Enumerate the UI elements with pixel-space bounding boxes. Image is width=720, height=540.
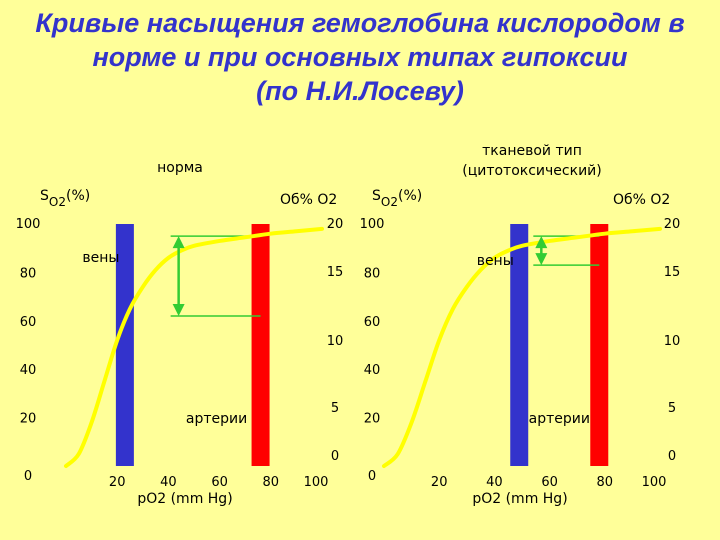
chart1-arrow-head-down <box>172 303 185 316</box>
chart2-y-tick-left-0: 0 <box>368 469 376 484</box>
chart1-y-tick-left-100: 100 <box>16 217 41 232</box>
chart1-saturation-curve <box>64 226 324 468</box>
chart2-artery-label: артерии <box>529 411 590 427</box>
chart2-ylabel-left: SO2(%) <box>372 188 422 209</box>
chart2-y-tick-left-80: 80 <box>364 266 381 281</box>
chart2-y-tick-left-20: 20 <box>364 412 381 427</box>
chart2-y-tick-left-40: 40 <box>364 363 381 378</box>
chart1-vein-bar <box>115 224 134 466</box>
chart1-y-tick-left-40: 40 <box>20 363 37 378</box>
chart1-x-tick-40: 40 <box>160 475 177 490</box>
page-title: Кривые насыщения гемоглобина кислородом … <box>0 6 720 108</box>
chart1-vein-label: вены <box>82 250 119 266</box>
chart1-x-tick-20: 20 <box>109 475 126 490</box>
chart2-y-tick-right-0: 0 <box>668 449 676 464</box>
chart1-title: норма <box>157 160 203 176</box>
chart1-y-tick-right-0: 0 <box>331 449 339 464</box>
chart2-title-line-1: тканевой тип <box>482 143 582 159</box>
chart2-vein-label: вены <box>477 253 514 269</box>
title-line-2: норме и при основных типах гипоксии <box>92 42 628 72</box>
chart1-xlabel: pO2 (mm Hg) <box>137 491 232 507</box>
chart2-ylabel-right: Об% О2 <box>613 192 670 208</box>
chart1-x-tick-80: 80 <box>263 475 280 490</box>
chart2-x-tick-20: 20 <box>431 475 448 490</box>
chart2-y-tick-right-10: 10 <box>664 334 681 349</box>
chart1-y-tick-left-80: 80 <box>20 266 37 281</box>
title-line-3: (по Н.И.Лосеву) <box>256 76 464 106</box>
chart2-title-line-2: (цитотоксический) <box>462 163 601 179</box>
chart1-y-tick-left-0: 0 <box>24 469 32 484</box>
chart1-ylabel-right: Об% О2 <box>280 192 337 208</box>
chart1-y-tick-right-20: 20 <box>327 217 344 232</box>
chart2-x-tick-60: 60 <box>541 475 558 490</box>
title-line-1: Кривые насыщения гемоглобина кислородом … <box>35 8 685 38</box>
chart1-ylabel-left: SO2(%) <box>40 188 90 209</box>
chart1-x-tick-100: 100 <box>304 475 329 490</box>
chart2-x-tick-80: 80 <box>597 475 614 490</box>
chart2-x-tick-40: 40 <box>486 475 503 490</box>
chart2-y-tick-right-5: 5 <box>668 401 676 416</box>
chart2-x-tick-100: 100 <box>642 475 667 490</box>
chart2-artery-bar <box>590 224 609 466</box>
chart2-xlabel: pO2 (mm Hg) <box>472 491 567 507</box>
chart2-y-tick-left-60: 60 <box>364 315 381 330</box>
chart1-x-tick-60: 60 <box>211 475 228 490</box>
chart1-artery-bar <box>251 224 270 466</box>
chart2-y-tick-right-20: 20 <box>664 217 681 232</box>
chart1-y-tick-left-60: 60 <box>20 315 37 330</box>
chart2-saturation-curve <box>382 226 662 468</box>
chart2-y-tick-right-15: 15 <box>664 265 681 280</box>
chart2-arrow-head-down <box>535 253 548 266</box>
chart1-arrow-head-up <box>172 236 185 249</box>
chart2-y-tick-left-100: 100 <box>360 217 385 232</box>
chart1-y-tick-right-15: 15 <box>327 265 344 280</box>
chart2-arrow-head-up <box>535 236 548 249</box>
chart1-y-tick-left-20: 20 <box>20 412 37 427</box>
chart1-artery-label: артерии <box>186 411 247 427</box>
chart1-y-tick-right-10: 10 <box>327 334 344 349</box>
chart2-vein-bar <box>510 224 529 466</box>
chart1-y-tick-right-5: 5 <box>331 401 339 416</box>
